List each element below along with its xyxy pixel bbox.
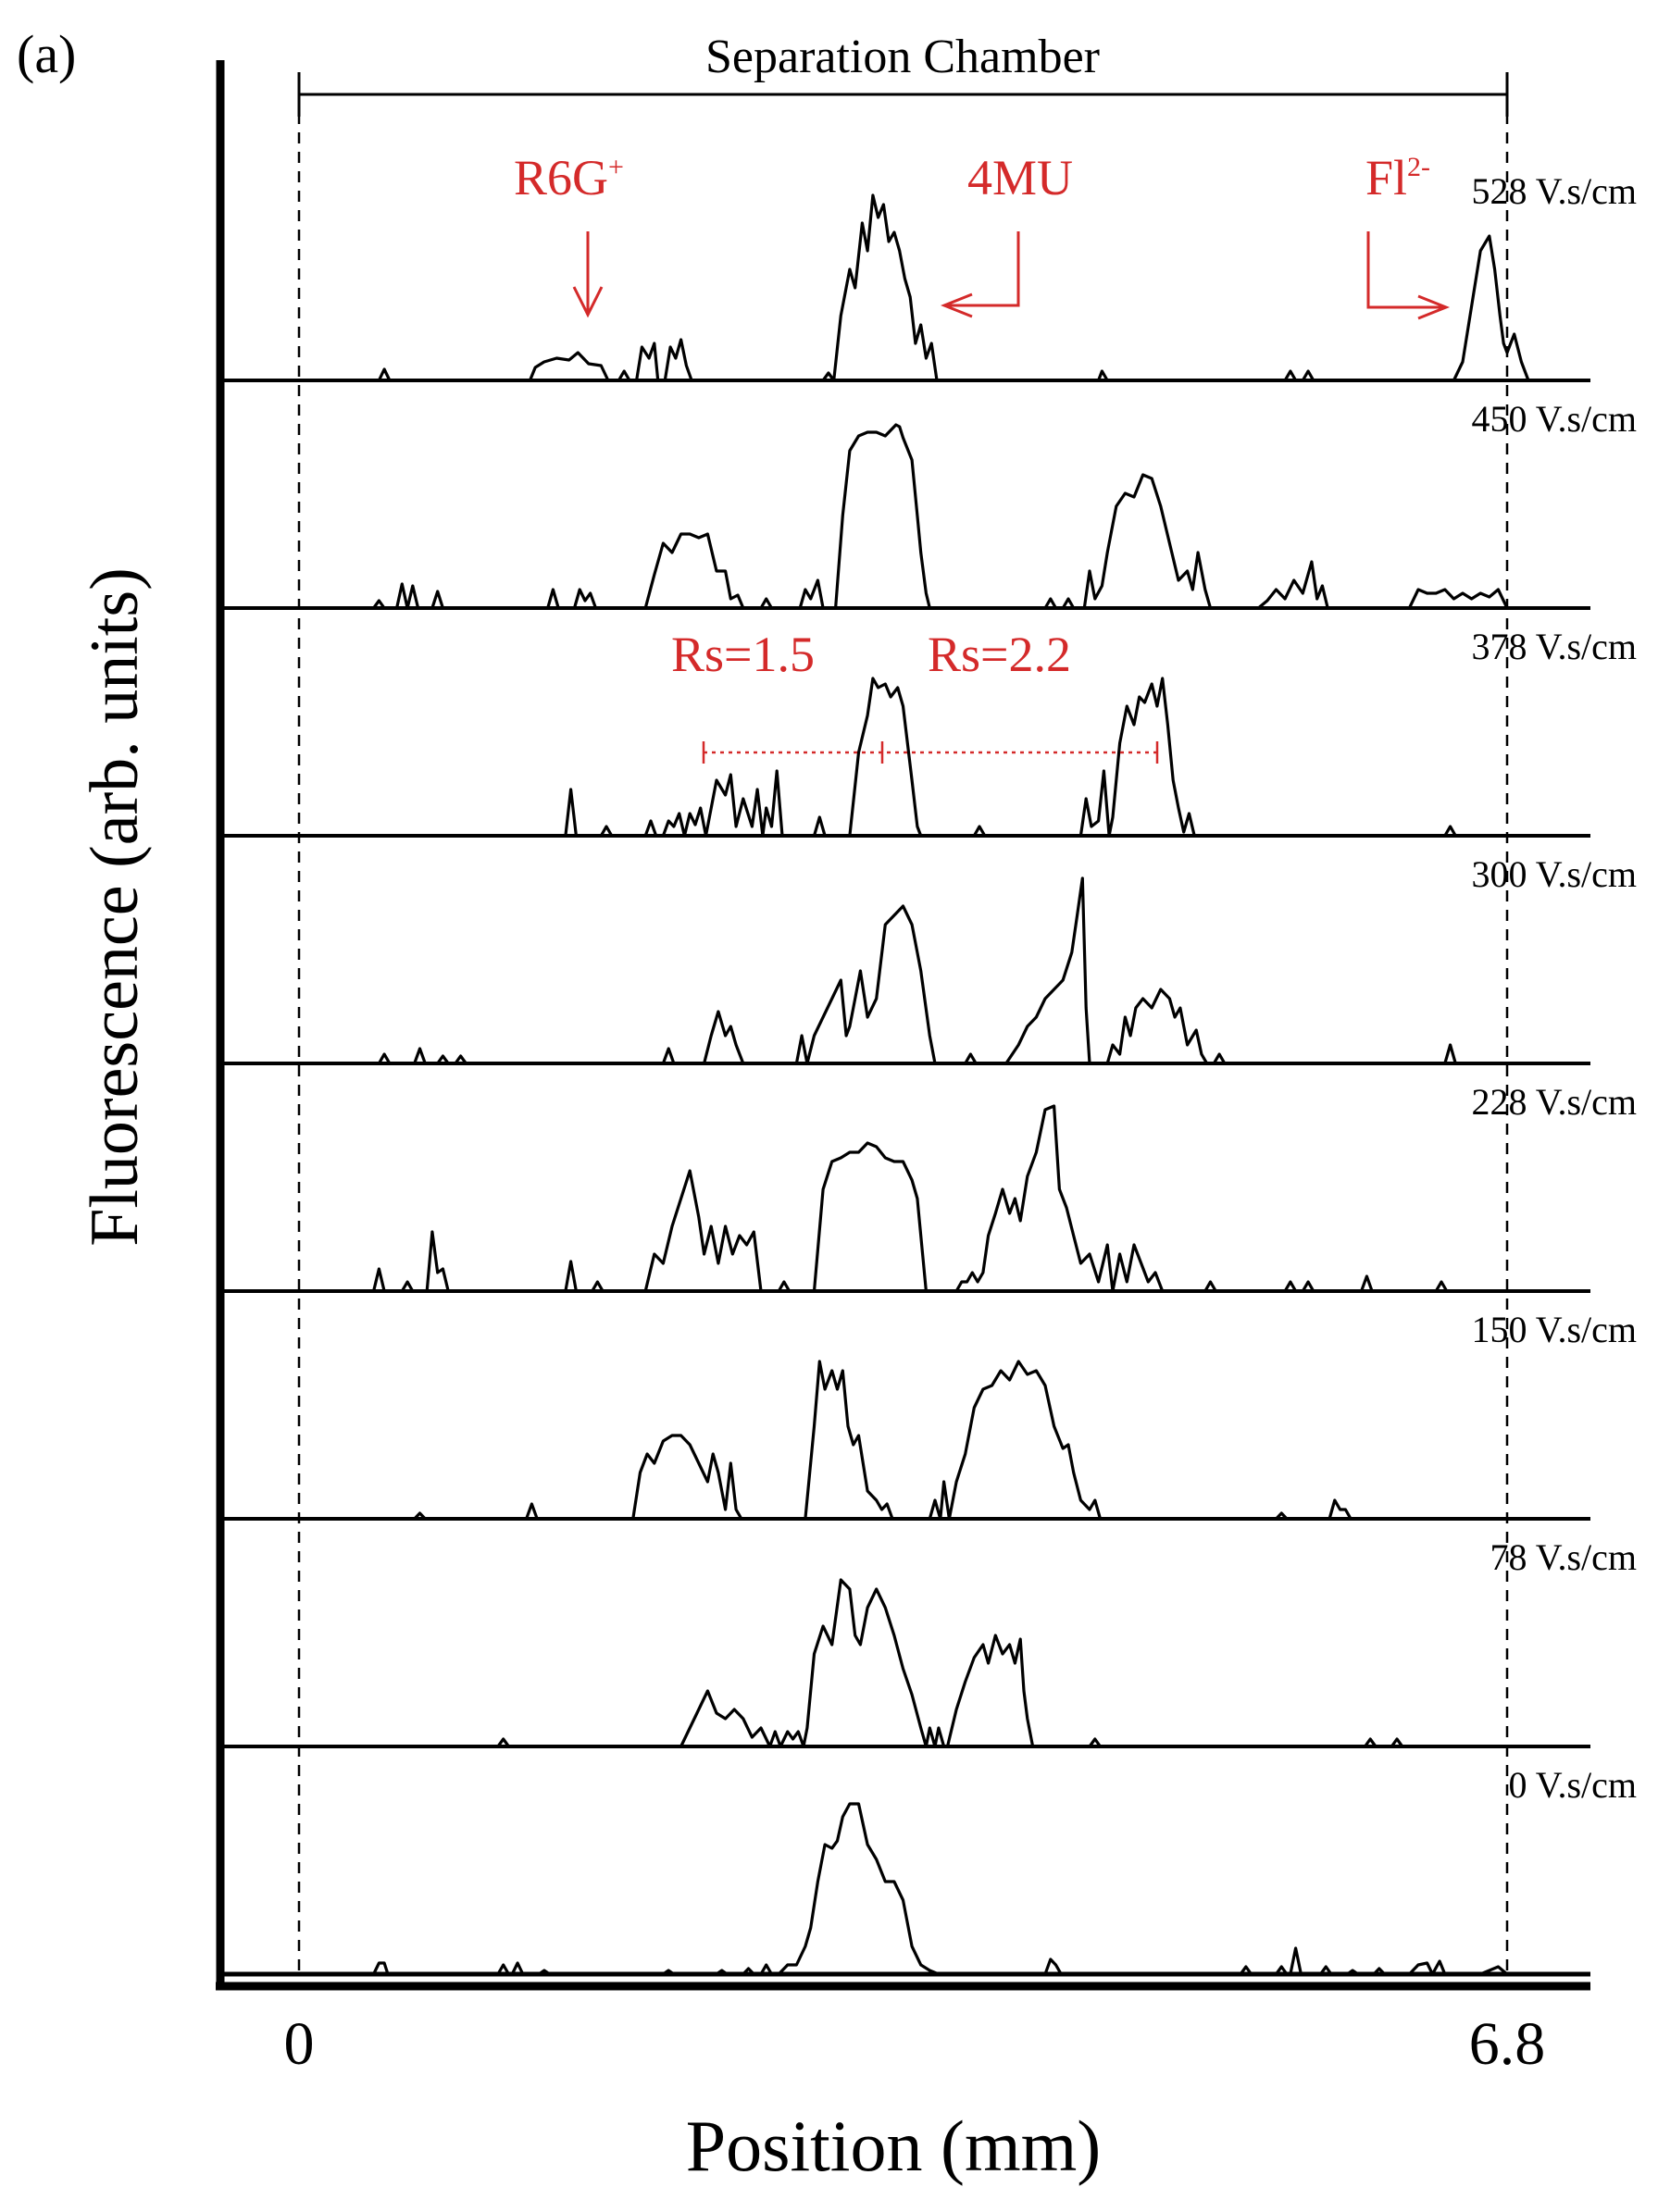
trace-label-7: 0 V.s/cm bbox=[1508, 1764, 1637, 1806]
fl-label-base: Fl bbox=[1365, 150, 1407, 205]
trace-7 bbox=[372, 1802, 1509, 1976]
trace-4 bbox=[372, 1104, 1449, 1293]
trace-label-1: 450 V.s/cm bbox=[1471, 398, 1637, 440]
x-axis-label: Position (mm) bbox=[686, 2106, 1102, 2186]
trace-0 bbox=[377, 193, 1530, 382]
x-tick-label-0: 0 bbox=[284, 2010, 315, 2078]
trace-label-2: 378 V.s/cm bbox=[1471, 626, 1637, 667]
trace-label-5: 150 V.s/cm bbox=[1471, 1309, 1637, 1350]
fl-label: Fl2- bbox=[1365, 150, 1430, 205]
panels: 528 V.s/cm 450 V.s/cm 378 V.s/cm 300 V.s/cm… bbox=[220, 170, 1637, 1977]
trace-3 bbox=[378, 876, 1457, 1065]
annotations: R6G+ 4MU Fl2- Rs=1.5 Rs=2.2 bbox=[514, 150, 1451, 764]
r6g-arrow bbox=[572, 231, 604, 318]
fl-label-sup: 2- bbox=[1407, 152, 1430, 182]
trace-label-4: 228 V.s/cm bbox=[1471, 1081, 1637, 1123]
r6g-label: R6G+ bbox=[514, 150, 624, 205]
y-axis-label: Fluorescence (arb. units) bbox=[77, 567, 153, 1247]
4mu-label: 4MU bbox=[967, 150, 1073, 205]
r6g-label-base: R6G bbox=[514, 150, 608, 205]
r6g-label-sup: + bbox=[608, 152, 624, 182]
rs-right-label: Rs=2.2 bbox=[928, 627, 1071, 682]
trace-2 bbox=[564, 677, 1457, 838]
trace-label-6: 78 V.s/cm bbox=[1490, 1536, 1637, 1578]
trace-1 bbox=[372, 423, 1509, 610]
4mu-arrow bbox=[940, 231, 1020, 318]
panel-label: (a) bbox=[17, 24, 76, 84]
rs-left-label: Rs=1.5 bbox=[671, 627, 815, 682]
trace-label-0: 528 V.s/cm bbox=[1471, 170, 1637, 212]
chart-title: Separation Chamber bbox=[705, 31, 1100, 83]
fl-arrow bbox=[1366, 231, 1451, 320]
trace-6 bbox=[496, 1578, 1404, 1748]
trace-label-3: 300 V.s/cm bbox=[1471, 853, 1637, 895]
x-tick-label-6-8: 6.8 bbox=[1469, 2010, 1546, 2078]
resolution-bracket bbox=[702, 741, 1159, 764]
trace-5 bbox=[413, 1360, 1353, 1521]
